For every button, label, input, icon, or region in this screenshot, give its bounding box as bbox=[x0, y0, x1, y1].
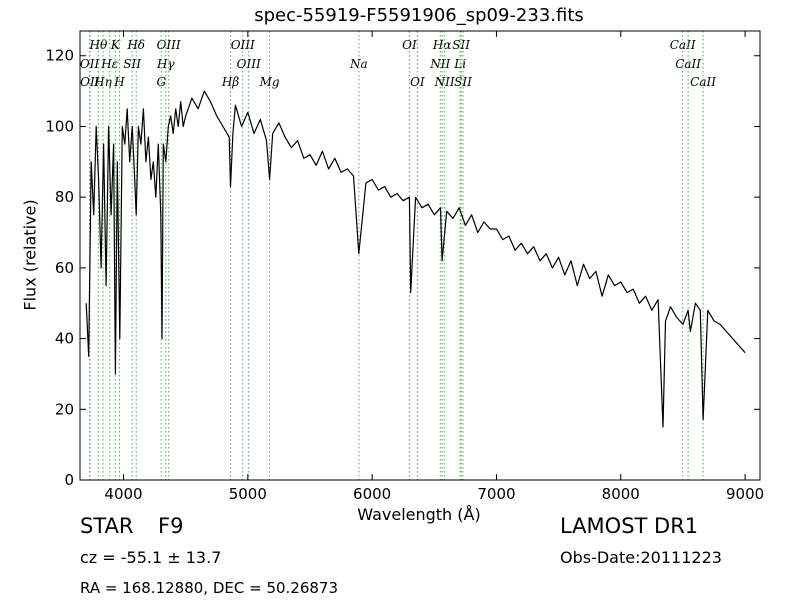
spectral-line-label: SII bbox=[123, 57, 141, 71]
x-tick-label: 4000 bbox=[104, 485, 142, 503]
x-tick-label: 7000 bbox=[477, 485, 515, 503]
spectral-line-label: Na bbox=[349, 57, 368, 71]
spectral-line-label: OI bbox=[402, 38, 417, 52]
spectral-line-label: OIII bbox=[157, 38, 181, 52]
spectral-line-label: Hε bbox=[100, 57, 118, 71]
redshift-cz: cz = -55.1 ± 13.7 bbox=[80, 548, 222, 567]
x-tick-label: 6000 bbox=[353, 485, 391, 503]
spectral-line-label: G bbox=[157, 75, 167, 89]
coordinates: RA = 168.12880, DEC = 50.26873 bbox=[80, 579, 339, 597]
spectral-line-label: SII bbox=[452, 38, 470, 52]
x-tick-label: 8000 bbox=[602, 485, 640, 503]
obs-date: Obs-Date:20111223 bbox=[560, 548, 722, 567]
y-axis-label: Flux (relative) bbox=[20, 199, 40, 311]
x-tick-label: 5000 bbox=[229, 485, 267, 503]
spectral-line-label: Hγ bbox=[156, 57, 175, 71]
x-axis-label: Wavelength (Å) bbox=[357, 505, 481, 524]
spectral-line-label: K bbox=[110, 38, 121, 52]
spectral-line-label: OIII bbox=[237, 57, 261, 71]
y-tick-label: 120 bbox=[45, 47, 74, 65]
object-type: STAR bbox=[80, 514, 134, 538]
y-tick-label: 60 bbox=[55, 259, 74, 277]
plot-frame bbox=[79, 30, 761, 481]
spectral-line-label: Hη bbox=[93, 75, 112, 89]
spectral-line-label: NII bbox=[434, 75, 455, 89]
spectral-line-label: Li bbox=[453, 57, 466, 71]
spectral-line-label: CaII bbox=[670, 38, 696, 52]
spectral-line-label: Hβ bbox=[221, 75, 239, 89]
spectrum-series-line bbox=[85, 90, 746, 428]
y-tick-label: 40 bbox=[55, 330, 74, 348]
spectral-line-label: Hθ bbox=[89, 38, 108, 52]
spectral-line-label: CaII bbox=[690, 75, 716, 89]
y-tick-label: 0 bbox=[64, 471, 74, 489]
spectral-line-label: NII bbox=[429, 57, 450, 71]
object-subclass: F9 bbox=[158, 514, 184, 538]
chart-title: spec-55919-F5591906_sp09-233.fits bbox=[254, 5, 584, 26]
spectral-line-label: SII bbox=[454, 75, 472, 89]
y-tick-label: 80 bbox=[55, 188, 74, 206]
survey-name: LAMOST DR1 bbox=[560, 514, 699, 538]
spectral-line-label: OIII bbox=[231, 38, 255, 52]
spectral-line-label: H bbox=[113, 75, 125, 89]
spectral-line-label: OI bbox=[410, 75, 425, 89]
spectral-line-label: CaII bbox=[675, 57, 701, 71]
spectral-line-label: Hδ bbox=[126, 38, 145, 52]
spectral-line-label: Mg bbox=[259, 75, 280, 89]
spectral-line-label: Hα bbox=[432, 38, 452, 52]
spectral-line-label: OII bbox=[80, 75, 100, 89]
x-tick-label: 9000 bbox=[726, 485, 764, 503]
y-tick-label: 20 bbox=[55, 400, 74, 418]
y-tick-label: 100 bbox=[45, 117, 74, 135]
